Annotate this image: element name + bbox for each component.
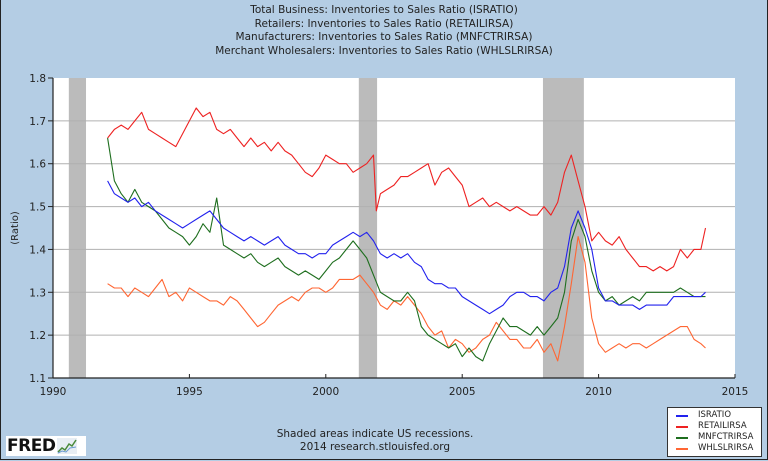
legend-item-isratio: ISRATIO [676,410,761,421]
legend: ISRATIO RETAILIRSA MNFCTRIRSA WHLSLRIRSA [667,407,762,457]
plot-area [53,78,735,378]
x-tick-label: 2005 [449,386,476,398]
series-line-retailirsa [107,107,707,272]
y-tick-label: 1.4 [29,244,46,256]
y-tick-label: 1.6 [29,159,46,171]
x-tick-label: 1995 [176,386,203,398]
recession-note: Shaded areas indicate US recessions. [276,428,474,440]
legend-item-mnfctrirsa: MNFCTRIRSA [676,432,761,443]
recession-band [358,78,378,378]
fred-logo-text: FRED [7,436,56,456]
source-credit[interactable]: 2014 research.stlouisfed.org [299,441,451,453]
y-axis-label: (Ratio) [10,211,21,245]
legend-label: ISRATIO [698,410,732,420]
legend-swatch [676,425,688,428]
legend-swatch [676,447,688,450]
y-tick-label: 1.7 [29,116,46,128]
chart-titles: Total Business: Inventories to Sales Rat… [0,4,768,58]
chart-title-mnfctrirsa: Manufacturers: Inventories to Sales Rati… [235,31,533,43]
legend-label: WHLSLRIRSA [698,443,754,453]
chart-title-isratio: Total Business: Inventories to Sales Rat… [250,4,518,16]
x-tick-label: 2010 [585,386,612,398]
legend-label: RETAILIRSA [698,421,747,431]
x-tick-label: 2015 [722,386,749,398]
legend-label: MNFCTRIRSA [698,432,754,442]
y-tick-label: 1.5 [29,202,46,214]
fred-logo[interactable]: FRED [6,436,86,456]
recession-band [68,78,87,378]
series-line-whlslrirsa [107,236,706,362]
fred-chart-icon [57,438,78,454]
legend-item-retailirsa: RETAILIRSA [676,421,761,432]
legend-item-whlslrirsa: WHLSLRIRSA [676,443,761,454]
chart-title-whlslrirsa: Merchant Wholesalers: Inventories to Sal… [215,44,553,57]
x-tick-label: 1990 [40,386,67,398]
y-tick-label: 1.8 [29,73,46,85]
y-tick-label: 1.3 [29,287,46,299]
chart-title-retailirsa: Retailers: Inventories to Sales Ratio (R… [254,17,514,30]
series-line-mnfctrirsa [107,137,706,362]
chart-footer: Shaded areas indicate US recessions. 201… [245,428,505,454]
y-tick-label: 1.1 [29,373,46,385]
y-tick-label: 1.2 [29,330,46,342]
legend-swatch [676,436,688,439]
x-tick-label: 2000 [312,386,339,398]
legend-swatch [676,414,688,417]
series-line-isratio [107,180,706,315]
